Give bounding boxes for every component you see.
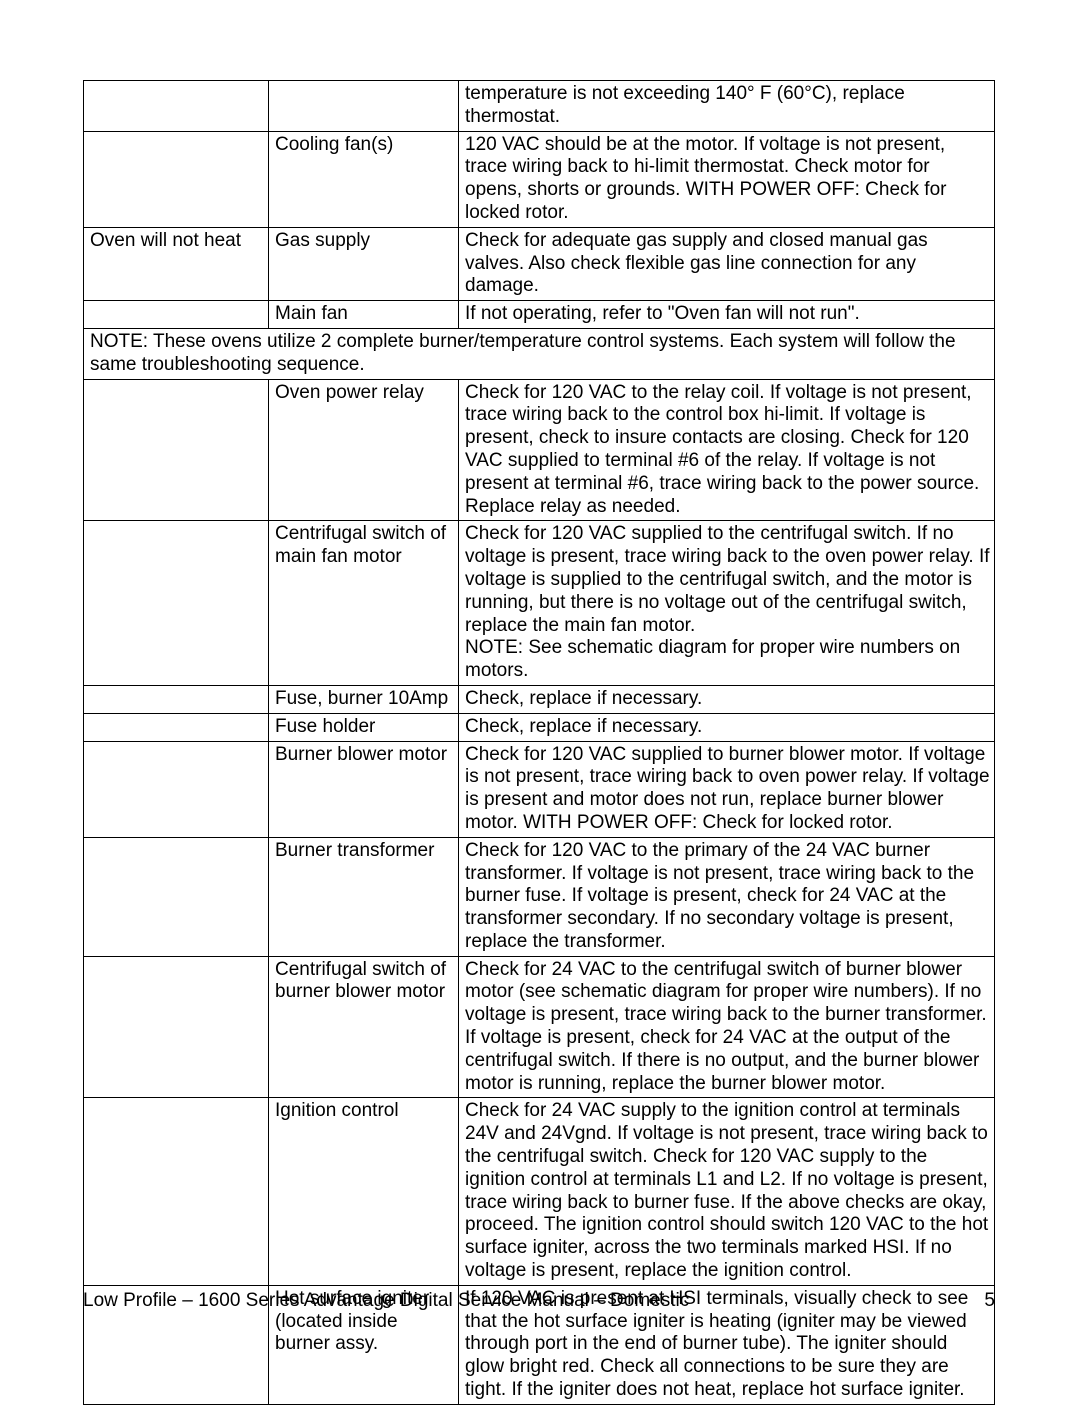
- cell-c1: Centrifugal switch of main fan motor: [269, 521, 459, 686]
- cell-c2: Check for 24 VAC to the centrifugal swit…: [459, 956, 995, 1098]
- cell-c1: Centrifugal switch of burner blower moto…: [269, 956, 459, 1098]
- cell-c1: Oven power relay: [269, 379, 459, 521]
- cell-c1: [269, 81, 459, 132]
- footer-title: Low Profile – 1600 Series Advantage Digi…: [83, 1290, 689, 1312]
- cell-c2: Check, replace if necessary.: [459, 713, 995, 741]
- cell-c2: 120 VAC should be at the motor. If volta…: [459, 131, 995, 227]
- cell-c2: Check for 120 VAC supplied to the centri…: [459, 521, 995, 686]
- cell-c0: [84, 1098, 269, 1285]
- cell-c1: Burner transformer: [269, 837, 459, 956]
- cell-c2: Check for 120 VAC supplied to burner blo…: [459, 741, 995, 837]
- cell-c2: Check for 24 VAC supply to the ignition …: [459, 1098, 995, 1285]
- cell-c0: [84, 81, 269, 132]
- cell-c2: Check for 120 VAC to the relay coil. If …: [459, 379, 995, 521]
- table-row: temperature is not exceeding 140° F (60°…: [84, 81, 995, 132]
- table-row: NOTE: These ovens utilize 2 complete bur…: [84, 328, 995, 379]
- cell-c0: [84, 956, 269, 1098]
- table-row: Fuse holderCheck, replace if necessary.: [84, 713, 995, 741]
- cell-c1: Gas supply: [269, 227, 459, 300]
- cell-c2: temperature is not exceeding 140° F (60°…: [459, 81, 995, 132]
- table-row: Burner transformerCheck for 120 VAC to t…: [84, 837, 995, 956]
- table-row: Centrifugal switch of main fan motorChec…: [84, 521, 995, 686]
- cell-c1: Ignition control: [269, 1098, 459, 1285]
- table-row: Oven power relayCheck for 120 VAC to the…: [84, 379, 995, 521]
- note-cell: NOTE: These ovens utilize 2 complete bur…: [84, 328, 995, 379]
- troubleshooting-table-wrap: temperature is not exceeding 140° F (60°…: [83, 80, 995, 1405]
- cell-c0: [84, 837, 269, 956]
- footer-page-number: 5: [984, 1290, 995, 1312]
- cell-c1: Main fan: [269, 301, 459, 329]
- table-row: Centrifugal switch of burner blower moto…: [84, 956, 995, 1098]
- cell-c0: [84, 379, 269, 521]
- table-row: Main fanIf not operating, refer to "Oven…: [84, 301, 995, 329]
- cell-c2: If not operating, refer to "Oven fan wil…: [459, 301, 995, 329]
- troubleshooting-table: temperature is not exceeding 140° F (60°…: [83, 80, 995, 1405]
- cell-c0: [84, 741, 269, 837]
- cell-c0: [84, 301, 269, 329]
- cell-c2: Check for adequate gas supply and closed…: [459, 227, 995, 300]
- table-row: Cooling fan(s)120 VAC should be at the m…: [84, 131, 995, 227]
- cell-c1: Fuse holder: [269, 713, 459, 741]
- table-row: Fuse, burner 10AmpCheck, replace if nece…: [84, 685, 995, 713]
- page: temperature is not exceeding 140° F (60°…: [0, 0, 1080, 1397]
- page-footer: Low Profile – 1600 Series Advantage Digi…: [83, 1290, 995, 1312]
- table-row: Burner blower motorCheck for 120 VAC sup…: [84, 741, 995, 837]
- cell-c2: Check, replace if necessary.: [459, 685, 995, 713]
- cell-c2: Check for 120 VAC to the primary of the …: [459, 837, 995, 956]
- cell-c0: [84, 685, 269, 713]
- cell-c1: Burner blower motor: [269, 741, 459, 837]
- cell-c0: [84, 131, 269, 227]
- table-row: Oven will not heatGas supplyCheck for ad…: [84, 227, 995, 300]
- cell-c0: [84, 713, 269, 741]
- cell-c1: Fuse, burner 10Amp: [269, 685, 459, 713]
- cell-c0: Oven will not heat: [84, 227, 269, 300]
- table-row: Ignition controlCheck for 24 VAC supply …: [84, 1098, 995, 1285]
- cell-c1: Cooling fan(s): [269, 131, 459, 227]
- cell-c0: [84, 521, 269, 686]
